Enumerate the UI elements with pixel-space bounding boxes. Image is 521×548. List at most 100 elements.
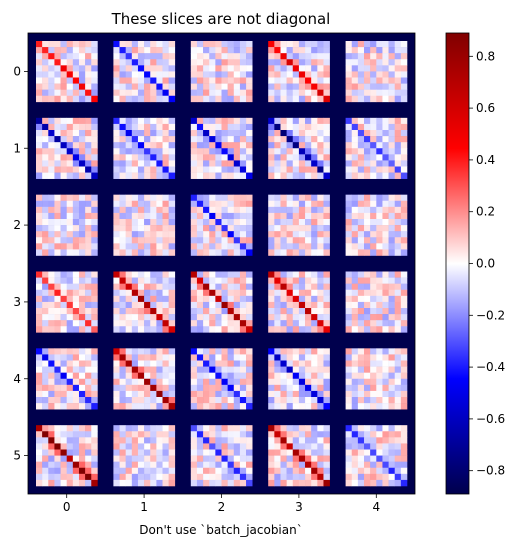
heatmap-cell xyxy=(72,326,80,333)
heatmap-cell xyxy=(131,289,139,297)
heatmap-cell xyxy=(286,65,294,72)
heatmap-cell xyxy=(215,200,222,208)
heatmap-cell xyxy=(286,206,294,214)
heatmap-cell xyxy=(292,431,300,438)
heatmap-cell xyxy=(394,160,402,167)
heatmap-cell xyxy=(162,431,169,438)
heatmap-cell xyxy=(298,431,306,438)
heatmap-cell xyxy=(168,271,176,278)
heatmap-cell xyxy=(156,148,163,155)
heatmap-cell xyxy=(162,89,169,97)
heatmap-cell xyxy=(209,166,216,173)
heatmap-cell xyxy=(286,166,294,173)
heatmap-cell xyxy=(215,443,222,450)
heatmap-cell xyxy=(156,231,163,238)
heatmap-cell xyxy=(209,194,216,202)
heatmap-cell xyxy=(345,59,353,66)
heatmap-cell xyxy=(209,431,216,438)
heatmap-cell xyxy=(364,225,371,232)
heatmap-cell xyxy=(357,123,365,131)
heatmap-cell xyxy=(66,425,74,432)
heatmap-cell xyxy=(221,142,228,149)
heatmap-cell xyxy=(227,308,235,315)
heatmap-cell xyxy=(209,301,216,309)
heatmap-cell xyxy=(246,59,253,66)
heatmap-cell xyxy=(280,117,287,125)
heatmap-cell xyxy=(274,77,281,84)
heatmap-cell xyxy=(125,65,133,72)
heatmap-cell xyxy=(400,117,408,125)
heatmap-cell xyxy=(144,277,151,284)
heatmap-cell xyxy=(376,249,383,256)
heatmap-cell xyxy=(305,194,312,202)
heatmap-cell xyxy=(317,467,324,475)
heatmap-cell xyxy=(268,326,275,333)
heatmap-cell xyxy=(215,231,222,238)
heatmap-cell xyxy=(215,403,222,410)
heatmap-cell xyxy=(292,354,300,361)
heatmap-cell xyxy=(60,136,67,143)
heatmap-cell xyxy=(268,425,275,432)
heatmap-cell xyxy=(60,443,67,450)
heatmap-cell xyxy=(91,320,98,327)
heatmap-cell xyxy=(54,360,61,367)
heatmap-cell xyxy=(246,308,253,315)
heatmap-cell xyxy=(113,59,120,66)
heatmap-cell xyxy=(370,295,377,303)
heatmap-cell xyxy=(382,219,389,226)
heatmap-cell xyxy=(209,271,216,278)
heatmap-cell xyxy=(203,41,210,48)
heatmap-cell xyxy=(345,431,353,438)
heatmap-cell xyxy=(376,437,383,444)
heatmap-cell xyxy=(156,117,163,125)
heatmap-cell xyxy=(221,425,228,432)
heatmap-cell xyxy=(394,360,402,367)
heatmap-cell xyxy=(364,455,371,462)
heatmap-block-4-1 xyxy=(113,348,176,410)
heatmap-cell xyxy=(286,160,294,167)
heatmap-cell xyxy=(66,53,74,60)
heatmap-block-5-1 xyxy=(113,425,176,487)
heatmap-cell xyxy=(286,47,294,54)
heatmap-cell xyxy=(113,289,120,297)
heatmap-cell xyxy=(196,206,204,214)
heatmap-cell xyxy=(298,194,306,202)
heatmap-cell xyxy=(156,301,163,309)
heatmap-cell xyxy=(48,83,55,90)
heatmap-cell xyxy=(246,231,253,238)
heatmap-cell xyxy=(36,384,43,392)
heatmap-cell xyxy=(85,83,92,90)
heatmap-cell xyxy=(144,437,151,444)
heatmap-cell xyxy=(323,77,330,84)
heatmap-cell xyxy=(190,237,198,244)
heatmap-cell xyxy=(323,467,330,475)
heatmap-cell xyxy=(298,47,306,54)
heatmap-cell xyxy=(323,89,330,97)
heatmap-cell xyxy=(131,425,139,432)
heatmap-cell xyxy=(119,172,126,179)
heatmap-cell xyxy=(394,194,402,202)
heatmap-cell xyxy=(209,289,216,297)
heatmap-cell xyxy=(54,378,61,386)
heatmap-cell xyxy=(233,83,241,90)
heatmap-cell xyxy=(162,41,169,48)
heatmap-cell xyxy=(196,384,204,392)
heatmap-cell xyxy=(298,378,306,386)
heatmap-cell xyxy=(388,219,396,226)
heatmap-cell xyxy=(305,320,312,327)
heatmap-cell xyxy=(298,320,306,327)
heatmap-cell xyxy=(323,71,330,78)
heatmap-cell xyxy=(382,53,389,60)
heatmap-cell xyxy=(351,378,359,386)
heatmap-cell xyxy=(370,166,377,173)
heatmap-cell xyxy=(54,206,61,214)
heatmap-cell xyxy=(215,206,222,214)
heatmap-cell xyxy=(311,83,318,90)
heatmap-cell xyxy=(113,360,120,367)
heatmap-cell xyxy=(91,437,98,444)
heatmap-cell xyxy=(196,326,204,333)
heatmap-cell xyxy=(292,65,300,72)
heatmap-cell xyxy=(119,249,126,256)
heatmap-cell xyxy=(42,160,49,167)
heatmap-cell xyxy=(54,89,61,97)
